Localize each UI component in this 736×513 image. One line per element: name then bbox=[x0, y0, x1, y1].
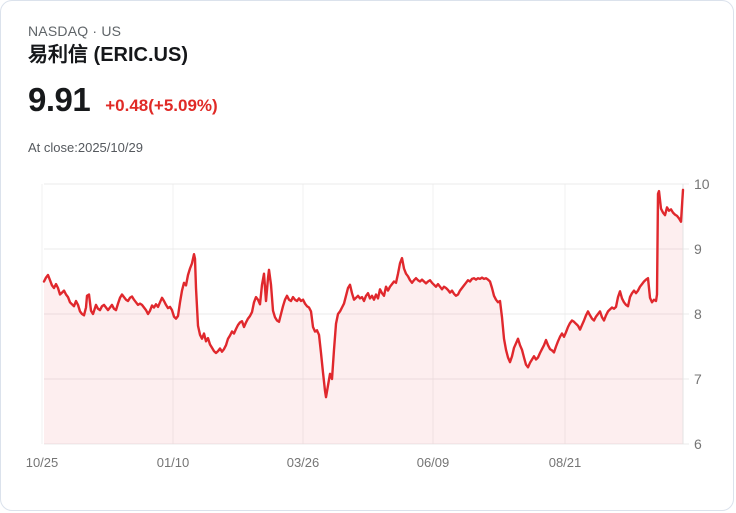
exchange-label: NASDAQ · US bbox=[28, 23, 122, 39]
x-axis-label: 08/21 bbox=[549, 455, 582, 470]
price-change: +0.48(+5.09%) bbox=[105, 96, 218, 115]
stock-title: 易利信 (ERIC.US) bbox=[28, 44, 188, 66]
price-line bbox=[42, 188, 685, 399]
y-axis-label: 7 bbox=[694, 371, 702, 387]
x-axis-label: 06/09 bbox=[417, 455, 450, 470]
last-price: 9.91 bbox=[28, 81, 91, 118]
x-axis-label: 01/10 bbox=[157, 455, 190, 470]
x-axis-label: 10/25 bbox=[26, 455, 59, 470]
as-of-timestamp: At close:2025/10/29 bbox=[28, 140, 143, 155]
price-area bbox=[44, 189, 683, 444]
y-axis-label: 9 bbox=[694, 241, 702, 257]
y-axis-label: 10 bbox=[694, 176, 710, 192]
y-axis-label: 8 bbox=[694, 306, 702, 322]
y-axis-label: 6 bbox=[694, 436, 702, 452]
price-row: 9.91 +0.48(+5.09%) bbox=[28, 81, 218, 119]
x-axis-label: 03/26 bbox=[287, 455, 320, 470]
